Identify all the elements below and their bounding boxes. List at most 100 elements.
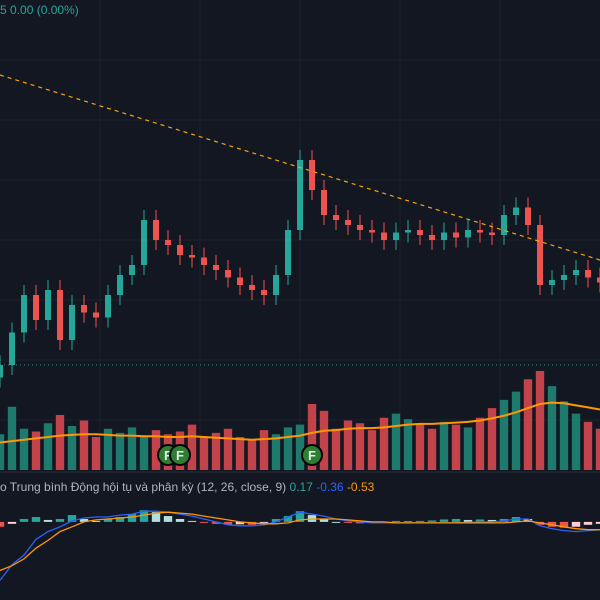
candle	[597, 267, 600, 293]
candle-body	[369, 230, 375, 233]
volume-bar	[247, 439, 257, 470]
candle	[141, 210, 147, 275]
volume-bar	[151, 430, 161, 470]
change-prefix: 5	[0, 3, 7, 17]
candle-body	[9, 332, 15, 365]
candle-body	[201, 257, 207, 265]
candle-body	[285, 230, 291, 275]
candle-body	[345, 220, 351, 225]
macd-histogram-bar	[391, 520, 401, 522]
candle	[561, 265, 567, 290]
candle-body	[189, 255, 195, 258]
volume-bar	[7, 406, 17, 470]
candle-body	[297, 160, 303, 230]
volume-bar	[115, 432, 125, 470]
macd-histogram-bar	[295, 511, 305, 522]
candle-body	[489, 232, 495, 235]
macd-histogram-value: 0.17	[289, 480, 313, 494]
volume-bar	[43, 423, 53, 470]
macd-histogram-bar	[439, 519, 449, 522]
volume-bar	[259, 430, 269, 470]
candle	[357, 215, 363, 240]
volume-bar	[475, 417, 485, 470]
candle	[501, 205, 507, 245]
candle	[513, 197, 519, 225]
volume-bar	[19, 428, 29, 470]
candle-body	[177, 245, 183, 255]
candle	[165, 230, 171, 255]
candle-body	[153, 220, 159, 240]
candle	[213, 255, 219, 280]
macd-histogram-bar	[31, 517, 41, 522]
candle	[309, 150, 315, 200]
candle	[81, 295, 87, 323]
candle-body	[597, 277, 600, 283]
grid-lines	[0, 0, 600, 470]
event-marker-glyph: F	[164, 448, 172, 463]
candle	[249, 275, 255, 300]
candle	[117, 265, 123, 305]
candle	[429, 225, 435, 250]
volume-bar	[307, 404, 317, 470]
macd-histogram-bar	[187, 520, 197, 522]
macd-histogram-bar	[451, 518, 461, 522]
event-marker-circle	[301, 444, 323, 466]
candle-body	[333, 215, 339, 220]
candle-body	[573, 270, 579, 275]
candle	[201, 247, 207, 275]
volume-bar	[319, 410, 329, 470]
volume-bar	[139, 435, 149, 470]
volume-bar	[463, 427, 473, 470]
candle	[585, 260, 591, 288]
volume-bar	[91, 437, 101, 470]
candle-body	[585, 270, 591, 278]
candle	[369, 220, 375, 243]
volume-bar	[427, 428, 437, 470]
event-marker-circle	[169, 444, 191, 466]
macd-line	[0, 510, 600, 581]
macd-histogram-bar	[0, 521, 5, 527]
candle-body	[225, 270, 231, 278]
macd-histogram-bar	[343, 521, 353, 523]
volume-bar	[415, 423, 425, 470]
trendline[interactable]	[0, 74, 600, 261]
candle	[381, 222, 387, 250]
volume-bar	[223, 428, 233, 470]
volume-bar	[547, 386, 557, 470]
candle-body	[537, 225, 543, 285]
macd-histogram-bar	[91, 520, 101, 522]
volume-bar	[187, 424, 197, 470]
volume-moving-average-line	[0, 401, 600, 444]
candle	[525, 197, 531, 235]
volume-bar	[343, 420, 353, 470]
signal-line	[0, 511, 600, 572]
candle	[45, 280, 51, 330]
candle-body	[429, 235, 435, 240]
macd-histogram-bar	[271, 518, 281, 522]
macd-histogram-bar	[595, 521, 600, 524]
volume-bar	[211, 432, 221, 470]
macd-histogram-bar	[427, 520, 437, 522]
volume-bar	[199, 437, 209, 470]
macd-histogram-bar	[415, 520, 425, 522]
candle-body	[165, 240, 171, 245]
candle-body	[141, 220, 147, 265]
macd-legend[interactable]: o Trung bình Động hội tụ và phân kỳ (12,…	[0, 480, 374, 494]
candle-body	[321, 190, 327, 215]
candle-body	[237, 277, 243, 285]
candle-body	[129, 265, 135, 275]
volume-bars	[0, 371, 600, 470]
volume-bar	[535, 371, 545, 470]
volume-bar	[271, 434, 281, 470]
volume-bar	[235, 437, 245, 470]
event-marker-glyph: F	[176, 448, 184, 463]
candle	[477, 220, 483, 243]
macd-histogram-bar	[43, 519, 53, 522]
macd-histogram-bar	[127, 514, 137, 522]
volume-bar	[67, 426, 77, 470]
volume-bar	[451, 424, 461, 470]
candle-body	[501, 215, 507, 235]
candles[interactable]	[0, 150, 600, 388]
